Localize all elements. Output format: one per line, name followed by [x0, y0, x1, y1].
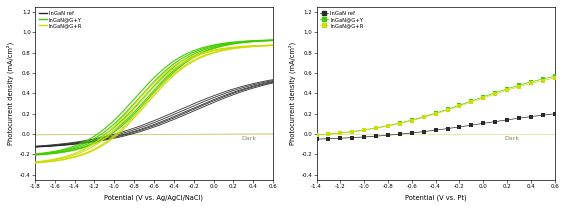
InGaN@G+Y — [313, 134, 320, 136]
InGaN ref — [551, 113, 558, 115]
InGaN@G+Y — [349, 130, 355, 133]
Text: Dark: Dark — [241, 136, 256, 141]
InGaN@G+Y — [432, 112, 439, 114]
InGaN@G+R — [504, 89, 511, 92]
InGaN@G+R — [349, 130, 355, 133]
InGaN ref — [397, 133, 404, 135]
InGaN ref — [361, 136, 367, 138]
Line: InGaN ref: InGaN ref — [314, 112, 557, 141]
InGaN@G+Y — [468, 100, 475, 102]
Line: InGaN@G+R: InGaN@G+R — [314, 76, 557, 137]
InGaN@G+Y — [516, 84, 522, 87]
InGaN@G+Y — [539, 78, 546, 80]
InGaN@G+R — [480, 97, 487, 99]
InGaN@G+R — [409, 119, 415, 122]
InGaN@G+Y — [361, 129, 367, 131]
InGaN ref — [444, 127, 451, 130]
InGaN ref — [468, 124, 475, 126]
InGaN ref — [421, 130, 427, 133]
InGaN@G+R — [372, 127, 379, 130]
InGaN ref — [528, 115, 534, 118]
InGaN@G+R — [397, 122, 404, 125]
InGaN ref — [313, 138, 320, 140]
InGaN@G+Y — [384, 124, 391, 127]
InGaN@G+R — [313, 134, 320, 136]
Text: Dark: Dark — [505, 136, 520, 141]
InGaN ref — [409, 132, 415, 134]
InGaN@G+Y — [325, 133, 332, 135]
InGaN@G+R — [551, 77, 558, 79]
X-axis label: Potential (V vs. Ag/AgCl/NaCl): Potential (V vs. Ag/AgCl/NaCl) — [105, 194, 204, 201]
InGaN@G+Y — [528, 81, 534, 83]
InGaN@G+R — [325, 133, 332, 135]
Y-axis label: Photocurrent density (mA/cm²): Photocurrent density (mA/cm²) — [289, 42, 296, 145]
InGaN@G+Y — [444, 108, 451, 110]
InGaN@G+R — [528, 82, 534, 85]
InGaN@G+Y — [492, 92, 499, 94]
Line: InGaN@G+Y: InGaN@G+Y — [314, 74, 557, 137]
InGaN ref — [372, 135, 379, 137]
InGaN@G+Y — [337, 132, 344, 134]
InGaN ref — [349, 136, 355, 139]
Legend: InGaN ref, InGaN@G+Y, InGaN@G+R: InGaN ref, InGaN@G+Y, InGaN@G+R — [37, 10, 83, 29]
InGaN@G+R — [444, 109, 451, 111]
InGaN@G+R — [337, 132, 344, 134]
InGaN@G+Y — [456, 104, 463, 106]
InGaN@G+R — [492, 93, 499, 95]
InGaN ref — [432, 129, 439, 131]
InGaN ref — [337, 137, 344, 140]
InGaN ref — [516, 117, 522, 119]
InGaN ref — [325, 137, 332, 140]
Legend: InGaN ref, InGaN@G+Y, InGaN@G+R: InGaN ref, InGaN@G+Y, InGaN@G+R — [319, 10, 365, 29]
InGaN ref — [492, 120, 499, 123]
InGaN@G+R — [539, 79, 546, 82]
X-axis label: Potential (V vs. Pt): Potential (V vs. Pt) — [405, 194, 466, 201]
InGaN ref — [456, 126, 463, 128]
InGaN@G+R — [384, 125, 391, 127]
InGaN@G+Y — [372, 127, 379, 129]
Y-axis label: Photocurrent density (mA/cm²): Photocurrent density (mA/cm²) — [7, 42, 15, 145]
InGaN@G+Y — [409, 119, 415, 121]
InGaN ref — [539, 114, 546, 116]
InGaN ref — [384, 134, 391, 136]
InGaN@G+R — [361, 129, 367, 131]
InGaN@G+Y — [397, 122, 404, 124]
InGaN@G+Y — [421, 115, 427, 118]
InGaN@G+R — [421, 116, 427, 119]
InGaN@G+R — [516, 85, 522, 88]
InGaN ref — [504, 119, 511, 121]
InGaN@G+R — [456, 105, 463, 107]
InGaN@G+R — [468, 101, 475, 103]
InGaN ref — [480, 122, 487, 125]
InGaN@G+Y — [504, 88, 511, 90]
InGaN@G+Y — [551, 75, 558, 78]
InGaN@G+R — [432, 113, 439, 115]
InGaN@G+Y — [480, 96, 487, 98]
